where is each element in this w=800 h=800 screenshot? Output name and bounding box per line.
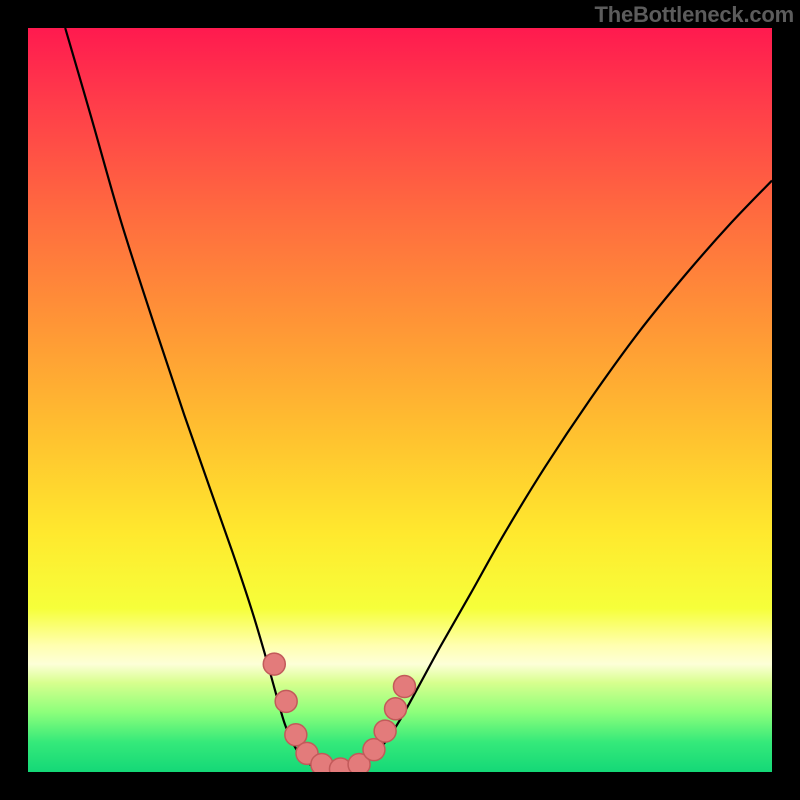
curve-marker <box>275 690 297 712</box>
curve-marker <box>385 698 407 720</box>
watermark-text: TheBottleneck.com <box>594 2 794 28</box>
chart-frame: TheBottleneck.com <box>0 0 800 800</box>
bottleneck-curve <box>28 28 772 772</box>
curve-marker <box>393 675 415 697</box>
curve-marker <box>263 653 285 675</box>
curve-marker <box>374 720 396 742</box>
plot-area <box>28 28 772 772</box>
